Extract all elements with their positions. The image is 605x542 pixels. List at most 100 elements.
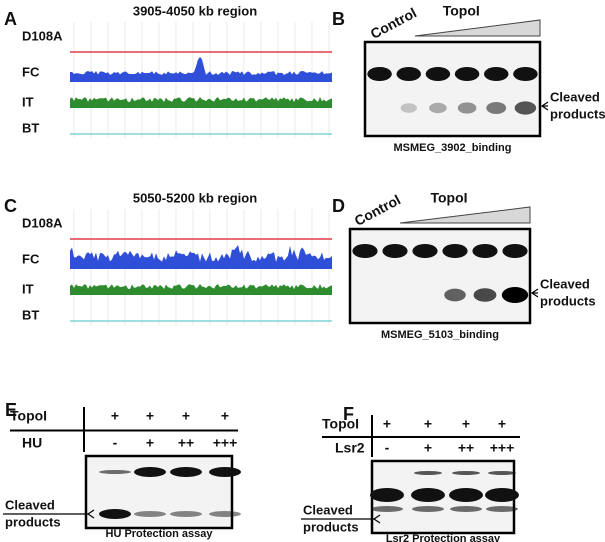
cleaved-band bbox=[400, 103, 417, 113]
gel-band bbox=[488, 471, 516, 475]
lane-sign: + bbox=[146, 435, 154, 451]
enzyme-label: TopoI bbox=[443, 3, 480, 19]
cleaved-band bbox=[429, 102, 447, 114]
lane-sign: +++ bbox=[213, 435, 238, 451]
track-label: D108A bbox=[22, 215, 63, 230]
gel-band bbox=[411, 488, 445, 502]
product-arrow bbox=[530, 288, 539, 298]
product-label: Cleaved bbox=[540, 276, 590, 291]
gel-band bbox=[425, 67, 451, 81]
track-fc bbox=[70, 244, 332, 269]
panel-letter: B bbox=[332, 9, 345, 29]
lane-sign: + bbox=[498, 416, 506, 432]
track-label: IT bbox=[22, 94, 34, 109]
gel bbox=[348, 227, 532, 325]
cleaved-band bbox=[501, 287, 529, 303]
gel-band bbox=[513, 67, 538, 81]
lane-sign: + bbox=[424, 416, 432, 432]
product-label: products bbox=[550, 106, 605, 121]
row-label: HU bbox=[22, 435, 42, 451]
lane-sign: + bbox=[182, 408, 190, 424]
cleaved-band bbox=[457, 102, 477, 114]
track-label: D108A bbox=[22, 28, 63, 43]
gel-band bbox=[367, 67, 392, 81]
lane-sign: + bbox=[146, 408, 154, 424]
product-arrow bbox=[301, 514, 381, 524]
panel-letter: F bbox=[343, 404, 354, 424]
product-label: products bbox=[5, 514, 61, 529]
gel-band bbox=[99, 470, 131, 474]
gel-band bbox=[352, 244, 378, 258]
product-label: products bbox=[303, 519, 359, 534]
gel-caption: MSMEG_3902_binding bbox=[394, 142, 512, 154]
lane-sign: - bbox=[113, 435, 118, 451]
cleaved-band bbox=[134, 511, 166, 517]
lane-sign: + bbox=[111, 408, 119, 424]
gel-band bbox=[412, 244, 438, 258]
gel-band bbox=[486, 506, 518, 512]
gel-band bbox=[134, 467, 166, 477]
gel-band bbox=[472, 244, 498, 258]
gel-caption: MSMEG_5103_binding bbox=[381, 329, 499, 341]
panel-title: 3905-4050 kb region bbox=[133, 3, 257, 18]
track-fc bbox=[70, 56, 332, 82]
gel-band bbox=[371, 506, 403, 512]
track-label: FC bbox=[22, 64, 40, 79]
track-label: IT bbox=[22, 281, 34, 296]
panel-title: 5050-5200 kb region bbox=[133, 190, 257, 205]
track-label: BT bbox=[22, 307, 39, 322]
track-label: BT bbox=[22, 120, 39, 135]
lane-sign: ++ bbox=[178, 435, 194, 451]
gel-band bbox=[209, 467, 241, 477]
cleaved-band bbox=[209, 511, 241, 517]
titration-wedge bbox=[414, 19, 541, 37]
gel-band bbox=[502, 244, 528, 258]
enzyme-label: TopoI bbox=[430, 190, 467, 206]
gel-band bbox=[449, 488, 483, 502]
panel-letter: D bbox=[332, 196, 345, 216]
gel-band bbox=[414, 471, 442, 475]
cleaved-band bbox=[170, 511, 202, 517]
gel-band bbox=[450, 506, 482, 512]
lane-sign: +++ bbox=[490, 440, 515, 456]
lane-sign: + bbox=[424, 440, 432, 456]
gel-band bbox=[370, 488, 404, 502]
lane-control: Control bbox=[352, 191, 403, 228]
panel-letter: E bbox=[5, 400, 17, 420]
panel-letter: C bbox=[4, 196, 17, 216]
titration-wedge bbox=[399, 206, 531, 224]
product-label: Cleaved bbox=[5, 497, 55, 512]
gel-band bbox=[396, 67, 421, 81]
gel-caption: Lsr2 Protection assay bbox=[386, 533, 501, 542]
cleaved-band bbox=[444, 288, 466, 302]
gel-band bbox=[382, 244, 408, 258]
gel-band bbox=[442, 244, 468, 258]
track-label: FC bbox=[22, 251, 40, 266]
panel-letter: A bbox=[4, 9, 17, 29]
track-it bbox=[70, 97, 332, 108]
gel-caption: HU Protection assay bbox=[106, 528, 214, 540]
track-it bbox=[70, 284, 332, 295]
product-label: products bbox=[540, 293, 596, 308]
product-arrow bbox=[3, 509, 95, 519]
gel-band bbox=[485, 488, 519, 502]
gel-band bbox=[452, 471, 480, 475]
cleaved-band bbox=[514, 101, 537, 115]
cleaved-band bbox=[473, 288, 497, 302]
row-label: TopoI bbox=[10, 408, 47, 424]
cleaved-band bbox=[486, 102, 507, 114]
lane-sign: + bbox=[221, 408, 229, 424]
product-arrow bbox=[540, 101, 549, 111]
gel bbox=[363, 40, 542, 138]
product-label: Cleaved bbox=[303, 502, 353, 517]
gel-band bbox=[170, 467, 202, 477]
lane-sign: + bbox=[462, 416, 470, 432]
row-label: TopoI bbox=[322, 416, 359, 432]
cleaved-band bbox=[99, 509, 131, 519]
lane-sign: - bbox=[385, 440, 390, 456]
gel-band bbox=[484, 67, 509, 81]
lane-sign: ++ bbox=[458, 440, 474, 456]
product-label: Cleaved bbox=[550, 89, 600, 104]
lane-control: Control bbox=[368, 4, 419, 41]
